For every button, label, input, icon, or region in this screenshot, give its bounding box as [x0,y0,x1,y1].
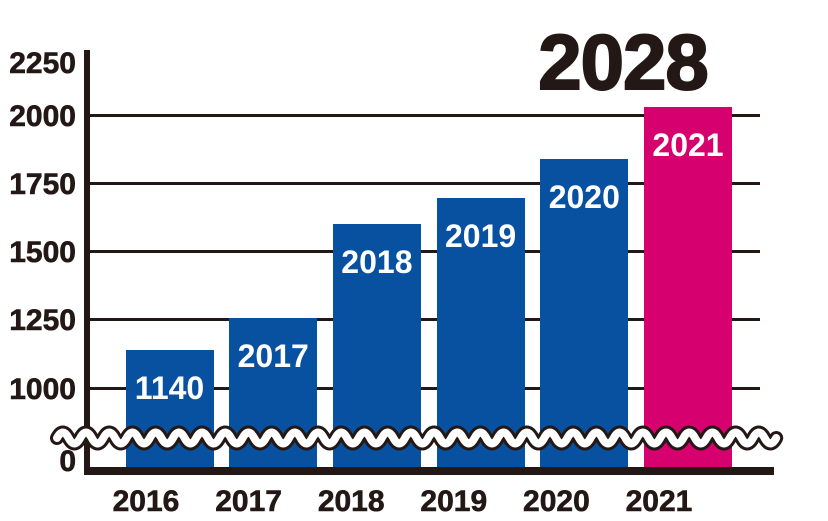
x-axis-line [84,467,774,475]
x-tick-label-2016: 2016 [112,485,180,518]
x-tick-label-2017: 2017 [215,485,282,518]
y-tick-label-2000: 2000 [9,99,76,133]
y-tick-label-1250: 1250 [9,304,76,338]
chart-title: 2028 [537,18,710,106]
gridline-1750 [90,181,760,185]
y-tick-label-0: 0 [59,444,76,478]
bar-value-label-2020: 2020 [548,178,620,215]
bar-value-label-2019: 2019 [445,218,517,255]
bar-2016: 1140 [125,349,214,468]
bar-value-label-2016: 1140 [134,369,205,406]
gridline-1500 [90,250,760,253]
gridline-2000 [90,113,760,117]
y-tick-label-2250: 2250 [9,47,76,81]
bar-2021: 2021 [644,107,732,468]
x-tick-label-2019: 2019 [420,485,488,518]
y-tick-label-1000: 1000 [9,372,76,406]
gridline-1000 [90,386,760,390]
bar-2019: 2019 [436,198,525,468]
bar-value-label-2021: 2021 [652,127,724,164]
bar-value-label-2017: 2017 [237,338,309,375]
x-tick-label-2021: 2021 [625,485,693,518]
bar-2020: 2020 [540,158,629,468]
x-tick-label-2018: 2018 [317,485,385,518]
y-axis-line [84,50,90,475]
y-tick-label-1750: 1750 [9,167,76,201]
x-tick-label-2020: 2020 [523,485,590,518]
bar-2017: 2017 [229,318,318,468]
gridline-1250 [90,318,760,322]
bar-value-label-2018: 2018 [341,244,413,281]
bar-2018: 2018 [332,224,421,468]
y-tick-label-1500: 1500 [9,236,76,269]
